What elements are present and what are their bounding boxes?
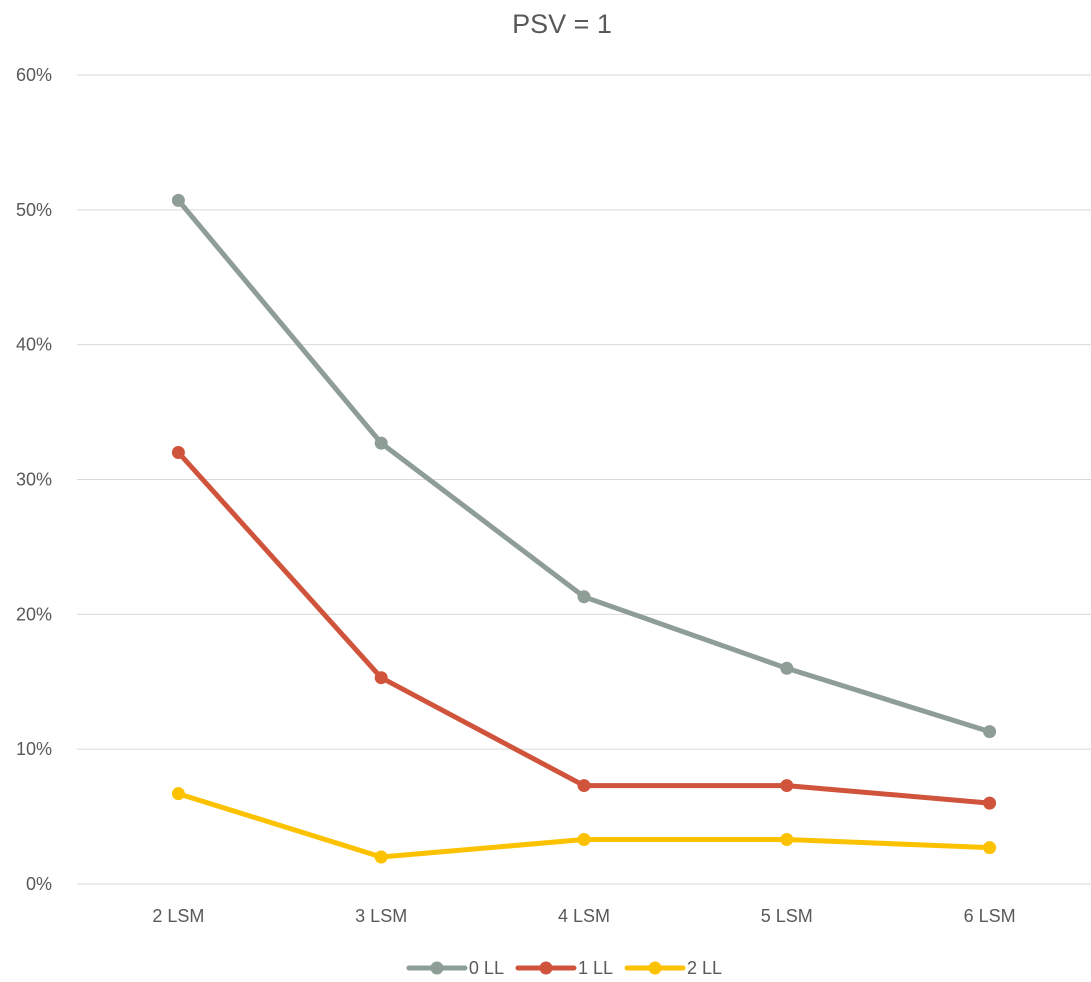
data-point [780, 779, 794, 793]
y-tick-label: 60% [16, 65, 52, 85]
x-tick-label: 4 LSM [558, 906, 610, 926]
series-line [175, 197, 993, 735]
data-point [577, 833, 591, 847]
y-tick-label: 40% [16, 335, 52, 355]
legend-swatch-marker [539, 961, 553, 975]
data-point [171, 787, 185, 801]
gridlines [77, 74, 1091, 885]
data-point [374, 850, 388, 864]
legend-item: 0 LL [406, 958, 504, 978]
data-point [374, 671, 388, 685]
legend-swatch-marker [430, 961, 444, 975]
data-point [171, 446, 185, 460]
legend-item: 2 LL [624, 958, 722, 978]
y-tick-label: 30% [16, 470, 52, 490]
y-tick-label: 10% [16, 739, 52, 759]
data-point [374, 436, 388, 450]
x-tick-label: 3 LSM [355, 906, 407, 926]
x-tick-label: 5 LSM [761, 906, 813, 926]
x-tick-label: 2 LSM [152, 906, 204, 926]
series-group [171, 446, 997, 810]
y-tick-label: 20% [16, 604, 52, 624]
legend-item: 1 LL [515, 958, 613, 978]
legend-label: 0 LL [469, 958, 504, 978]
y-axis-tick-labels: 0% 10% 20% 30% 40% 50% 60% [16, 65, 52, 894]
series-lines [171, 193, 997, 864]
legend-swatch-marker [648, 961, 662, 975]
x-axis-tick-labels: 2 LSM 3 LSM 4 LSM 5 LSM 6 LSM [152, 906, 1015, 926]
data-point [983, 841, 997, 855]
series-line [175, 450, 993, 806]
series-group [171, 787, 997, 864]
x-tick-label: 6 LSM [964, 906, 1016, 926]
series-line [175, 791, 993, 860]
legend-label: 2 LL [687, 958, 722, 978]
data-point [983, 796, 997, 810]
data-point [780, 833, 794, 847]
data-point [171, 193, 185, 207]
y-tick-label: 0% [26, 874, 52, 894]
series-group [171, 193, 997, 739]
data-point [780, 661, 794, 675]
legend: 0 LL 1 LL 2 LL [406, 958, 722, 978]
legend-label: 1 LL [578, 958, 613, 978]
data-point [577, 779, 591, 793]
chart-title: PSV = 1 [512, 9, 612, 39]
y-tick-label: 50% [16, 200, 52, 220]
data-point [577, 590, 591, 604]
data-point [983, 725, 997, 739]
